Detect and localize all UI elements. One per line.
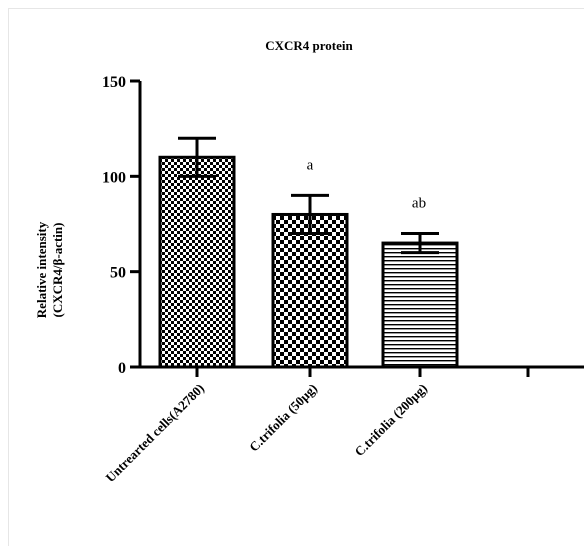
y-axis-label-line2: (CXCR4/β-actin) [50, 223, 65, 318]
y-axis-label-line1: Relative intensity [34, 221, 49, 318]
bar-3 [381, 241, 459, 369]
y-tick-label-100: 100 [102, 169, 126, 186]
x-tick-label-1: Untrearted cells(A2780) [102, 381, 207, 486]
bar-1 [158, 155, 236, 369]
significance-label-2: a [307, 157, 314, 173]
y-tick-label-50: 50 [110, 265, 126, 282]
significance-label-3: ab [412, 196, 426, 212]
bar-2 [271, 212, 349, 369]
plot-area: a ab 0 50 100 150 Untrearted cells(A2780) C.tri… [102, 74, 584, 485]
y-tick-label-0: 0 [118, 360, 126, 377]
y-tick-label-150: 150 [102, 74, 126, 91]
chart-title: CXCR4 protein [265, 38, 353, 53]
chart-frame [8, 8, 584, 546]
x-tick-label-3: C.trifolia (200μg) [351, 381, 430, 460]
x-tick-label-2: C.trifolia (50μg) [246, 381, 320, 455]
y-axis-label: Relative intensity (CXCR4/β-actin) [34, 221, 65, 318]
